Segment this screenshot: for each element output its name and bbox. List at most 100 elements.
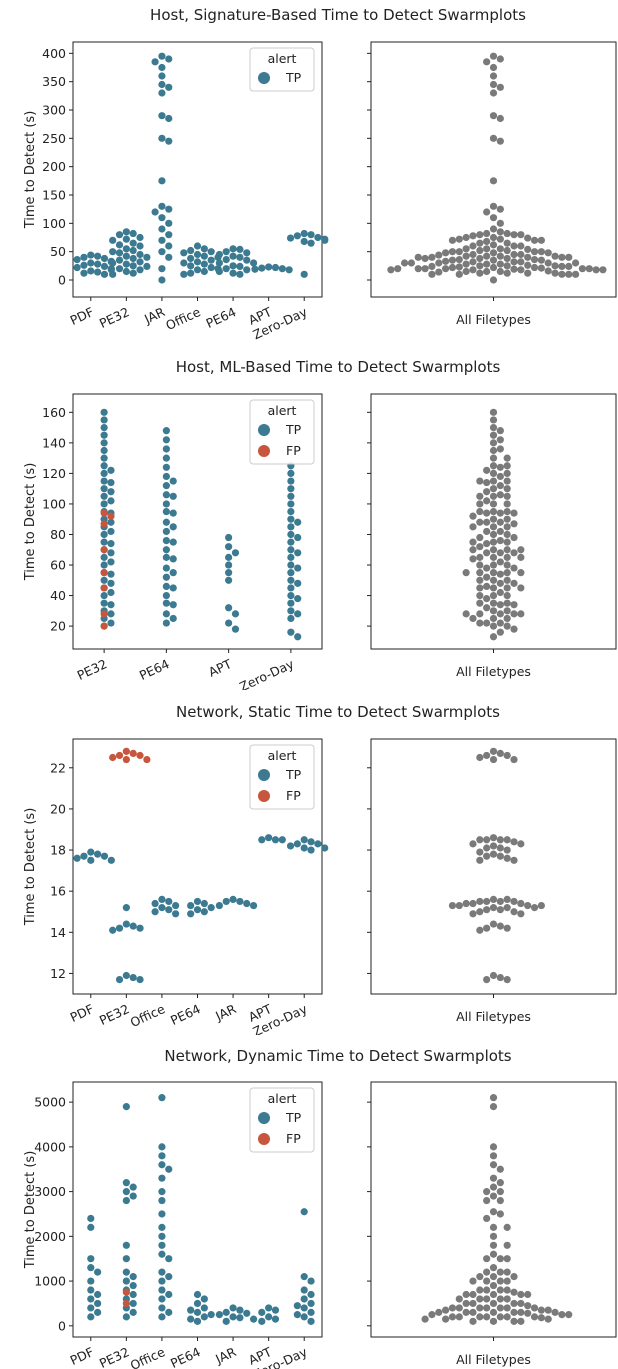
point-all <box>469 1317 477 1325</box>
point-tp <box>94 1268 102 1276</box>
point-tp <box>300 1273 308 1281</box>
point-all <box>517 242 525 250</box>
point-tp <box>100 262 109 270</box>
point-tp <box>122 267 130 276</box>
point-tp <box>158 52 166 60</box>
point-all <box>394 265 402 273</box>
point-all <box>503 1313 511 1321</box>
legend-marker-tp <box>258 769 270 781</box>
point-all <box>462 610 470 618</box>
point-all <box>565 1311 573 1319</box>
point-all <box>435 251 443 259</box>
point-tp <box>258 1317 266 1325</box>
point-all <box>496 1268 504 1276</box>
point-all <box>483 1196 491 1205</box>
y-tick-label: 20 <box>50 619 66 634</box>
point-all <box>489 599 498 607</box>
point-tp <box>100 454 108 462</box>
point-all <box>503 854 511 862</box>
point-tp <box>169 614 177 623</box>
point-tp <box>100 553 108 561</box>
point-tp <box>249 901 258 910</box>
point-all <box>496 906 504 914</box>
point-tp <box>158 904 166 912</box>
point-all <box>442 1315 450 1323</box>
point-fp <box>129 749 137 757</box>
point-all <box>489 1094 498 1102</box>
point-all <box>476 908 484 916</box>
point-all <box>496 252 504 260</box>
point-all <box>496 570 504 578</box>
point-all <box>503 607 511 615</box>
point-tp <box>314 840 322 848</box>
point-tp <box>193 897 202 906</box>
point-all <box>496 549 504 557</box>
y-tick-label: 3000 <box>34 1184 66 1199</box>
point-tp <box>287 507 295 516</box>
point-all <box>517 840 525 848</box>
point-all <box>551 262 559 270</box>
point-all <box>483 237 491 246</box>
point-all <box>489 454 498 462</box>
point-tp <box>80 253 88 261</box>
point-tp <box>100 254 109 263</box>
point-tp <box>158 1188 166 1196</box>
point-all <box>476 584 484 592</box>
point-all <box>503 1304 511 1312</box>
point-tp <box>287 614 295 623</box>
point-tp <box>158 1174 166 1182</box>
point-tp <box>87 1214 95 1223</box>
point-tp <box>193 1299 202 1308</box>
point-tp <box>158 1143 166 1151</box>
point-all <box>489 1143 498 1151</box>
point-all <box>483 619 491 627</box>
point-fp <box>143 755 151 764</box>
point-all <box>503 846 511 854</box>
point-tp <box>94 268 102 276</box>
point-tp <box>165 906 173 914</box>
point-fp <box>107 512 115 520</box>
point-all <box>496 1255 504 1263</box>
point-all <box>524 253 532 261</box>
point-all <box>503 553 511 561</box>
point-all <box>496 601 504 609</box>
x-tick-label: PE32 <box>97 304 132 331</box>
point-all <box>496 436 504 444</box>
point-tp <box>162 445 170 453</box>
point-all <box>483 497 491 505</box>
point-fp <box>115 751 124 760</box>
point-all <box>483 1277 491 1285</box>
point-tp <box>122 1255 130 1263</box>
point-all <box>489 263 498 272</box>
point-all <box>469 250 477 259</box>
point-tp <box>100 530 108 539</box>
point-all <box>476 1286 484 1294</box>
point-all <box>496 973 504 982</box>
point-tp <box>162 527 170 536</box>
point-tp <box>162 536 170 545</box>
panel-host-ml: Host, ML-Based Time to Detect Swarmplots… <box>0 345 618 690</box>
x-tick-label: PE64 <box>168 1344 203 1369</box>
point-all <box>551 1308 559 1316</box>
point-tp <box>200 908 208 916</box>
point-all <box>455 1304 463 1312</box>
point-tp <box>165 1165 173 1173</box>
point-all <box>517 899 525 908</box>
point-tp <box>100 408 108 416</box>
point-all <box>517 584 525 592</box>
point-tp <box>287 569 295 577</box>
point-all <box>476 619 484 627</box>
point-all <box>537 1314 545 1322</box>
point-all <box>476 897 484 906</box>
point-tp <box>222 1317 230 1325</box>
point-tp <box>294 549 302 557</box>
x-tick-label: JAR <box>141 304 167 327</box>
point-tp <box>100 446 108 455</box>
point-tp <box>100 485 108 493</box>
point-all <box>551 269 559 277</box>
point-tp <box>107 497 115 505</box>
point-all <box>524 234 532 242</box>
point-all <box>448 263 457 272</box>
point-all <box>483 836 491 844</box>
point-tp <box>225 543 233 551</box>
